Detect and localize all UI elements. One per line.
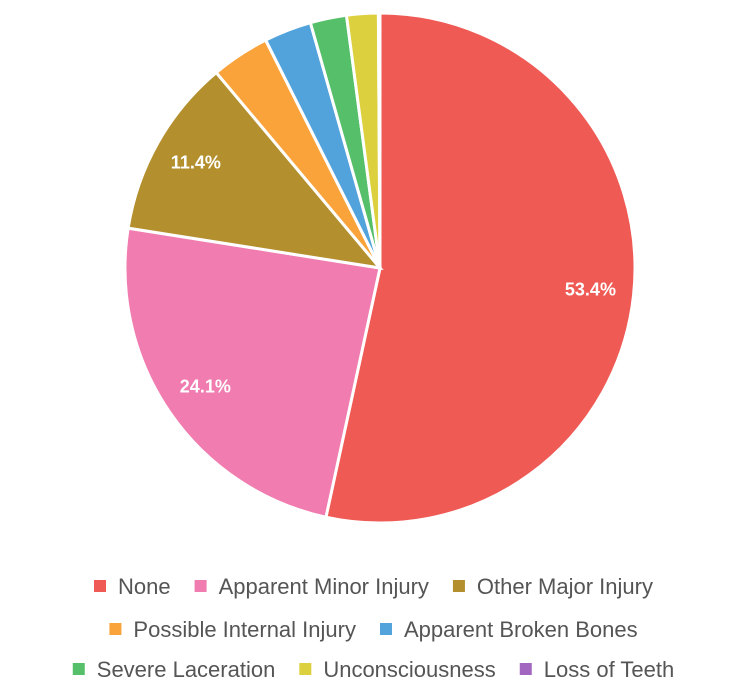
legend-label: Unconsciousness — [323, 657, 495, 682]
pie-slice — [324, 11, 637, 525]
legend-label: Loss of Teeth — [544, 657, 674, 682]
legend-swatch — [72, 663, 85, 675]
legend-label: Other Major Injury — [477, 574, 653, 599]
legend-label: Apparent Broken Bones — [404, 617, 638, 642]
legend-swatch — [379, 623, 392, 635]
legend-label: Possible Internal Injury — [133, 617, 356, 642]
pie-slice — [123, 226, 382, 519]
legend-swatch — [519, 663, 532, 675]
legend-label: Severe Laceration — [97, 657, 276, 682]
legend-swatch — [94, 580, 107, 592]
pie-slice — [126, 70, 384, 271]
legend-label: Apparent Minor Injury — [219, 574, 429, 599]
legend-swatch — [194, 580, 207, 592]
slice-label: 24.1% — [180, 376, 231, 396]
legend-label: None — [118, 574, 171, 599]
pie-slice — [376, 11, 382, 269]
legend-swatch — [299, 663, 312, 675]
legend-swatch — [109, 623, 122, 635]
slice-label: 53.4% — [565, 279, 616, 299]
slice-label: 11.4% — [171, 152, 221, 172]
legend-swatch — [452, 580, 465, 592]
